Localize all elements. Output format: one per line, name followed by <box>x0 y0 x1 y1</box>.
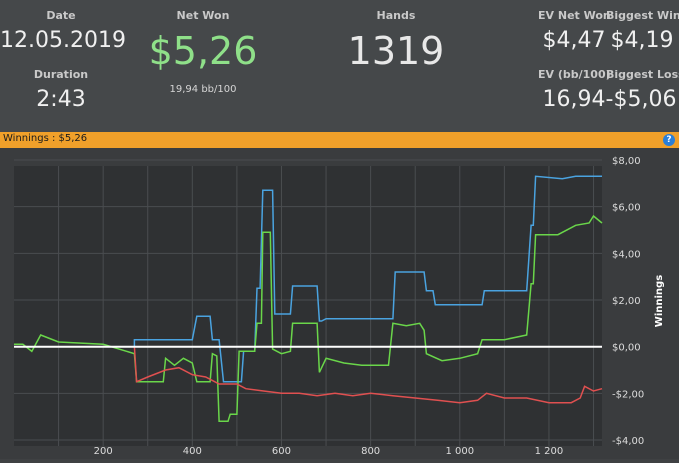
net-won-bb-per-100: 19,94 bb/100 <box>169 84 237 95</box>
y-tick-label: -$4,00 <box>612 436 644 447</box>
winnings-header-bar: Winnings : $5,26 ? <box>0 132 679 148</box>
biggest-loss-value: -$5,06 <box>605 87 677 112</box>
winnings-chart-area: 200 400 600 800 1 000 1 200 -$4,00 -$2,00 $0,00… <box>0 148 679 459</box>
x-tick-label: 400 <box>183 446 202 457</box>
x-tick-label: 800 <box>361 446 380 457</box>
y-tick-labels: -$4,00 -$2,00 $0,00 $2,00 $4,00 $6,00 $8,00 <box>612 156 644 447</box>
net-won-label: Net Won <box>176 9 230 22</box>
ev-bb-label: EV (bb/100) <box>538 68 611 81</box>
series-line-1 <box>14 214 603 423</box>
x-tick-label: 1 200 <box>535 446 564 457</box>
ev-net-won-label: EV Net Won <box>538 9 611 22</box>
y-tick-label: $2,00 <box>612 296 641 307</box>
x-tick-label: 600 <box>272 446 291 457</box>
series-lines <box>14 175 603 423</box>
duration-value: 2:43 <box>36 87 86 112</box>
ev-bb-value: 16,94 <box>542 87 606 112</box>
x-tick-labels: 200 400 600 800 1 000 1 200 <box>94 446 564 457</box>
biggest-win-value: $4,19 <box>610 28 674 53</box>
y-tick-label: -$2,00 <box>612 389 644 400</box>
plot-background <box>14 166 602 446</box>
series-line-2 <box>14 345 603 404</box>
grid-lines <box>14 159 602 446</box>
date-label: Date <box>46 9 76 22</box>
hands-label: Hands <box>376 9 416 22</box>
session-stats-panel: Date 12.05.2019 Duration 2:43 Net Won $5… <box>0 0 679 132</box>
winnings-chart: 200 400 600 800 1 000 1 200 -$4,00 -$2,00 $0,00… <box>14 156 665 457</box>
y-tick-label: $4,00 <box>612 249 641 260</box>
y-tick-label: $0,00 <box>612 343 641 354</box>
biggest-loss-label: Biggest Loss <box>606 68 679 81</box>
y-tick-label: $8,00 <box>612 156 641 167</box>
biggest-win-label: Biggest Win <box>606 9 679 22</box>
net-won-value: $5,26 <box>148 29 258 73</box>
series-line-0 <box>14 175 602 383</box>
duration-label: Duration <box>33 68 89 81</box>
winnings-summary: Winnings : $5,26 <box>3 133 88 144</box>
y-tick-label: $6,00 <box>612 203 641 214</box>
x-tick-label: 1 000 <box>445 446 474 457</box>
hands-value: 1319 <box>347 29 445 73</box>
x-tick-label: 200 <box>94 446 113 457</box>
ev-net-won-value: $4,47 <box>542 28 606 53</box>
date-value: 12.05.2019 <box>0 28 126 53</box>
question-icon[interactable]: ? <box>663 134 675 146</box>
y-axis-label: Winnings <box>654 275 665 327</box>
